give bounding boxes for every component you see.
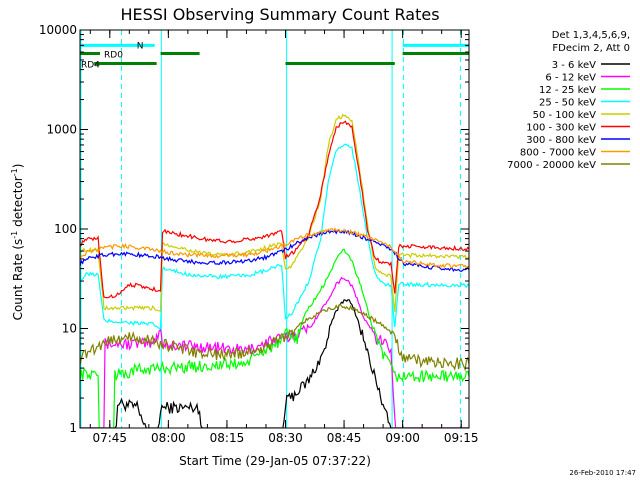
legend-label: 6 - 12 keV xyxy=(545,73,596,84)
legend-label: 12 - 25 keV xyxy=(539,85,596,96)
flag-label-n: N xyxy=(137,41,144,51)
legend: Det 1,3,4,5,6,9, FDecim 2, Att 0 3 - 6 k… xyxy=(507,30,630,171)
x-tick-label: 08:00 xyxy=(151,431,186,445)
legend-label: 25 - 50 keV xyxy=(539,98,596,109)
series-line xyxy=(80,113,469,312)
y-tick-label: 100 xyxy=(54,222,77,236)
flag-label-rd4: RD4 xyxy=(81,61,100,71)
x-axis: 07:45 08:00 08:15 08:30 08:45 09:00 09:15 xyxy=(89,30,479,445)
y-tick-label: 1 xyxy=(69,421,77,435)
legend-label: 800 - 7000 keV xyxy=(520,148,596,159)
series-line xyxy=(80,143,469,329)
x-tick-label: 08:45 xyxy=(327,431,362,445)
legend-label: 50 - 100 keV xyxy=(533,110,597,121)
y-axis-label-sup: -1 xyxy=(10,231,19,239)
y-axis-label-part: ) xyxy=(11,164,25,169)
legend-label: 100 - 300 keV xyxy=(526,123,596,134)
x-tick-label: 09:15 xyxy=(444,431,479,445)
footer-date: 26-Feb-2010 17:47 xyxy=(569,469,636,477)
series-line xyxy=(80,229,469,273)
legend-label: 7000 - 20000 keV xyxy=(507,160,596,171)
y-tick-label: 10 xyxy=(62,322,77,336)
x-tick-label: 07:45 xyxy=(92,431,127,445)
plot-inner xyxy=(80,30,469,428)
y-tick-label: 10000 xyxy=(39,23,77,37)
legend-label: 300 - 800 keV xyxy=(526,135,596,146)
plot-layer: N RD0 RD4 xyxy=(80,30,469,428)
x-tick-label: 08:30 xyxy=(268,431,303,445)
series-line xyxy=(80,248,469,428)
x-tick-label: 09:00 xyxy=(385,431,420,445)
chart-title: HESSI Observing Summary Count Rates xyxy=(120,5,439,24)
y-axis: 1 10 100 1000 10000 xyxy=(39,23,469,435)
y-axis-label: Count Rate (s-1 detector-1) xyxy=(10,164,25,321)
x-tick-label: 08:15 xyxy=(210,431,245,445)
series-line xyxy=(80,120,469,299)
legend-header-line: Det 1,3,4,5,6,9, xyxy=(552,30,630,41)
flag-label-rd0: RD0 xyxy=(104,51,123,61)
series-line xyxy=(80,276,469,428)
legend-header-line: FDecim 2, Att 0 xyxy=(552,43,630,54)
x-axis-label: Start Time (29-Jan-05 07:37:22) xyxy=(179,454,371,468)
series-line xyxy=(80,303,469,372)
series-line xyxy=(80,227,469,269)
y-tick-label: 1000 xyxy=(46,123,77,137)
y-axis-label-sup: -1 xyxy=(10,168,19,176)
y-axis-label-part: detector xyxy=(11,176,25,231)
series-line xyxy=(80,299,469,428)
legend-label: 3 - 6 keV xyxy=(552,60,596,71)
y-axis-label-part: Count Rate (s xyxy=(11,239,25,321)
